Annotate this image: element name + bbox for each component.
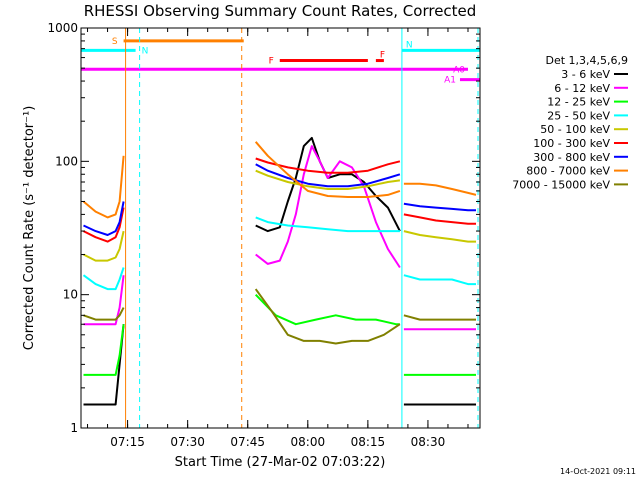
series-line-3	[82, 267, 125, 291]
series-line-7	[254, 141, 401, 198]
y-axis-label: Corrected Count Rate (s⁻¹ detector⁻¹)	[22, 106, 37, 351]
series-line-2	[83, 324, 125, 376]
series-line-3	[255, 216, 400, 233]
series-line-5	[403, 213, 476, 225]
series-line-6	[255, 163, 401, 188]
series-line-5	[255, 157, 401, 174]
series-line-8	[403, 314, 476, 321]
series-line-4	[403, 230, 476, 243]
series-line-0	[83, 324, 125, 406]
legend-label: 800 - 7000 keV	[526, 165, 610, 178]
x-tick-label: 07:30	[170, 435, 205, 449]
flag-label-n: N	[142, 46, 149, 56]
series-line-5	[83, 207, 125, 243]
y-tick-label: 100	[55, 154, 78, 168]
legend-label: 50 - 100 keV	[540, 123, 610, 136]
y-tick-label: 1000	[47, 21, 78, 35]
x-tick-label: 08:15	[351, 435, 386, 449]
series-line-7	[403, 182, 477, 196]
vertical-markers	[125, 28, 479, 428]
legend-label: 3 - 6 keV	[561, 68, 610, 81]
timestamp: 14-Oct-2021 09:11	[560, 467, 636, 476]
chart-title: RHESSI Observing Summary Count Rates, Co…	[84, 2, 477, 20]
series-line-3	[403, 274, 476, 286]
series-line-8	[254, 288, 401, 345]
series-line-7	[82, 155, 125, 219]
legend-label: 100 - 300 keV	[533, 137, 610, 150]
x-tick-label: 07:15	[110, 435, 145, 449]
x-axis-label: Start Time (27-Mar-02 07:03:22)	[175, 455, 386, 470]
legend-label: 7000 - 15000 keV	[512, 178, 610, 191]
legend-label: 12 - 25 keV	[547, 96, 610, 109]
series-line-1	[83, 275, 125, 326]
series-line-4	[255, 169, 401, 190]
legend-title: Det 1,3,4,5,6,9	[545, 54, 628, 67]
flag-label-f: F	[380, 51, 385, 61]
series-lines	[82, 136, 477, 406]
y-axis: 1 10 100 1000	[47, 21, 480, 435]
legend-label: 25 - 50 keV	[547, 109, 610, 122]
legend-label: 6 - 12 keV	[554, 82, 610, 95]
series-line-1	[255, 145, 401, 269]
series-line-4	[83, 230, 125, 262]
flag-label-a0: A0	[453, 65, 465, 75]
x-tick-label: 08:30	[411, 435, 446, 449]
legend-label: 300 - 800 keV	[533, 151, 610, 164]
y-tick-label: 1	[70, 421, 78, 435]
series-line-6	[83, 201, 125, 236]
flag-label-f: F	[269, 57, 274, 67]
flag-label-s: S	[112, 37, 118, 47]
series-line-2	[254, 294, 400, 326]
y-tick-label: 10	[63, 288, 78, 302]
series-line-8	[83, 307, 125, 321]
x-tick-label: 08:00	[291, 435, 326, 449]
x-axis: 07:15 07:30 07:45 08:00 08:15 08:30	[87, 28, 469, 449]
x-tick-label: 07:45	[230, 435, 265, 449]
series-line-6	[403, 202, 476, 212]
flag-label-n: N	[406, 40, 413, 50]
plot-frame	[80, 27, 481, 429]
flag-label-a1: A1	[444, 76, 456, 86]
